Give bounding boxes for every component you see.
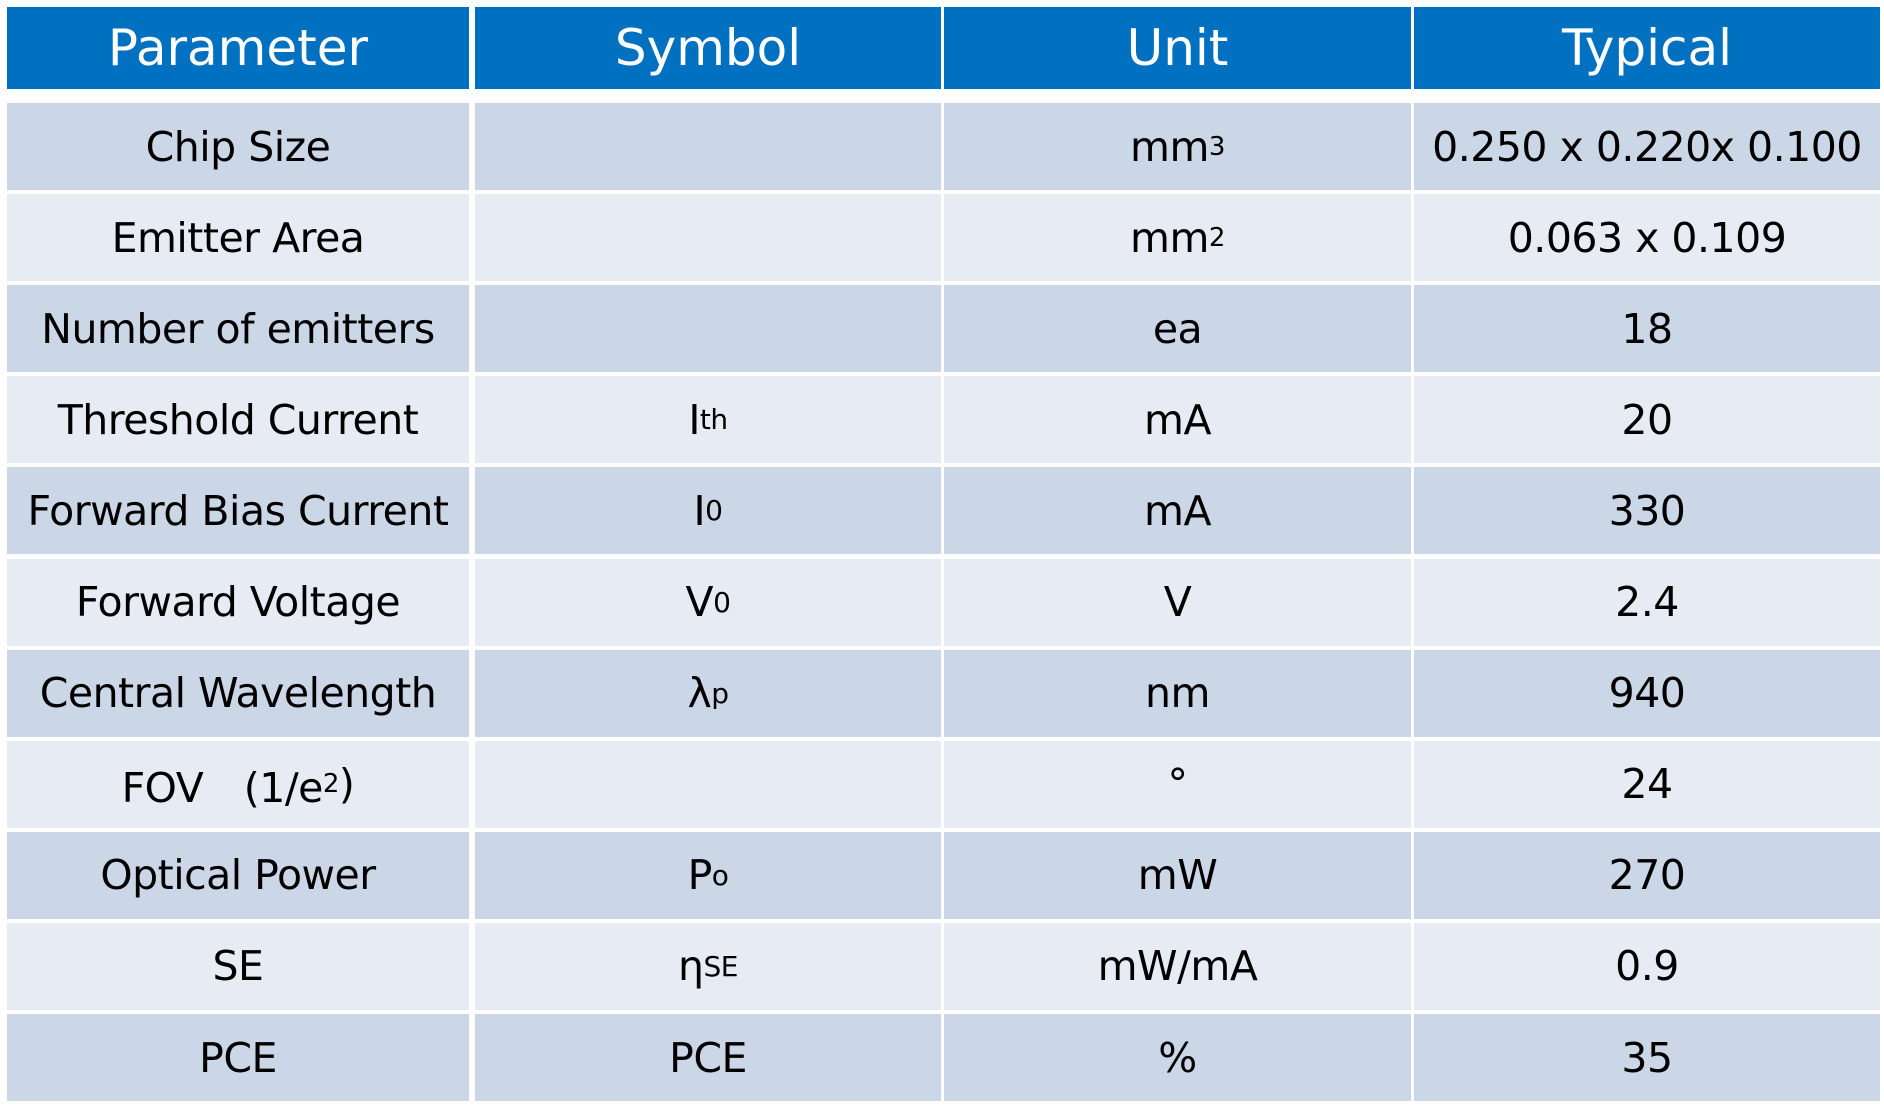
cell-parameter: Central Wavelength xyxy=(7,649,469,737)
cell-unit: V xyxy=(944,558,1411,646)
unit-superscript: 2 xyxy=(1208,222,1226,253)
cell-typical: 35 xyxy=(1414,1014,1880,1101)
parameter-text: Central Wavelength xyxy=(39,669,437,718)
typical-text: 24 xyxy=(1621,760,1673,809)
symbol-text: I xyxy=(693,486,706,535)
cell-typical: 0.9 xyxy=(1414,922,1880,1010)
typical-text: 940 xyxy=(1608,669,1686,718)
header-parameter: Parameter xyxy=(7,7,469,89)
parameter-text: Forward Bias Current xyxy=(27,486,449,535)
symbol-text: PCE xyxy=(669,1033,747,1082)
unit-text: mA xyxy=(1144,486,1212,535)
parameter-text: Threshold Current xyxy=(57,395,419,444)
symbol-text: V xyxy=(685,578,714,626)
parameter-text: FOV (1/e xyxy=(121,764,324,813)
typical-text: 0.9 xyxy=(1615,942,1679,991)
header-typical: Typical xyxy=(1414,7,1880,89)
cell-parameter: FOV (1/e 2) xyxy=(7,740,469,828)
parameter-text: Optical Power xyxy=(100,851,376,900)
cell-unit: ° xyxy=(944,740,1411,828)
typical-text: 2.4 xyxy=(1615,578,1679,626)
cell-unit: nm xyxy=(944,649,1411,737)
symbol-text: I xyxy=(688,395,700,444)
cell-typical: 940 xyxy=(1414,649,1880,737)
symbol-subscript: o xyxy=(711,858,729,892)
cell-parameter: Optical Power xyxy=(7,831,469,919)
cell-parameter: SE xyxy=(7,922,469,1010)
unit-text: mm xyxy=(1130,122,1209,171)
typical-text: 0.250 x 0.220x 0.100 xyxy=(1432,122,1862,171)
unit-text: ° xyxy=(1167,760,1189,809)
cell-parameter: Emitter Area xyxy=(7,194,469,282)
unit-text: V xyxy=(1163,578,1192,626)
cell-typical: 2.4 xyxy=(1414,558,1880,646)
header-symbol: Symbol xyxy=(475,7,941,89)
parameter-text: SE xyxy=(212,942,264,991)
header-unit: Unit xyxy=(944,7,1411,89)
typical-text: 35 xyxy=(1621,1033,1673,1082)
typical-text: 270 xyxy=(1608,851,1686,900)
cell-symbol xyxy=(475,285,941,373)
typical-text: 18 xyxy=(1621,304,1673,353)
unit-text: nm xyxy=(1145,669,1210,718)
cell-parameter: PCE xyxy=(7,1014,469,1101)
unit-superscript: 3 xyxy=(1208,131,1226,162)
typical-text: 0.063 x 0.109 xyxy=(1507,213,1787,262)
cell-unit: mA xyxy=(944,376,1411,464)
typical-text: 20 xyxy=(1621,395,1673,444)
cell-typical: 0.063 x 0.109 xyxy=(1414,194,1880,282)
symbol-subscript: SE xyxy=(703,949,739,983)
cell-unit: ea xyxy=(944,285,1411,373)
cell-unit: mW/mA xyxy=(944,922,1411,1010)
cell-unit: % xyxy=(944,1014,1411,1101)
unit-text: mW xyxy=(1137,851,1218,900)
parameter-text: Emitter Area xyxy=(111,213,365,262)
cell-symbol: PCE xyxy=(475,1014,941,1101)
cell-typical: 330 xyxy=(1414,467,1880,555)
unit-text: mW/mA xyxy=(1097,942,1258,991)
cell-typical: 20 xyxy=(1414,376,1880,464)
symbol-subscript: 0 xyxy=(713,585,731,619)
parameter-superscript: 2 xyxy=(322,769,340,800)
cell-unit: mW xyxy=(944,831,1411,919)
symbol-subscript: p xyxy=(711,676,729,710)
cell-unit: mm 2 xyxy=(944,194,1411,282)
cell-symbol xyxy=(475,740,941,828)
symbol-text: λ xyxy=(687,669,712,718)
cell-symbol: η SE xyxy=(475,922,941,1010)
unit-text: mm xyxy=(1130,213,1209,262)
symbol-text: η xyxy=(678,942,704,991)
cell-typical: 0.250 x 0.220x 0.100 xyxy=(1414,103,1880,190)
cell-parameter: Threshold Current xyxy=(7,376,469,464)
cell-unit: mA xyxy=(944,467,1411,555)
symbol-text: P xyxy=(687,851,713,900)
unit-text: ea xyxy=(1152,304,1203,353)
cell-typical: 270 xyxy=(1414,831,1880,919)
cell-typical: 18 xyxy=(1414,285,1880,373)
typical-text: 330 xyxy=(1608,486,1686,535)
unit-text: mA xyxy=(1144,395,1212,444)
parameter-text: PCE xyxy=(199,1033,277,1082)
cell-symbol xyxy=(475,103,941,190)
cell-typical: 24 xyxy=(1414,740,1880,828)
parameter-text: Forward Voltage xyxy=(75,578,401,626)
parameter-text: Chip Size xyxy=(145,122,331,171)
parameter-text: Number of emitters xyxy=(41,304,435,353)
unit-text: % xyxy=(1158,1033,1197,1082)
cell-parameter: Number of emitters xyxy=(7,285,469,373)
cell-parameter: Forward Bias Current xyxy=(7,467,469,555)
symbol-subscript: th xyxy=(699,403,728,437)
cell-parameter: Forward Voltage xyxy=(7,558,469,646)
parameter-tail: ) xyxy=(338,760,355,809)
symbol-subscript: 0 xyxy=(705,494,723,528)
cell-symbol xyxy=(475,194,941,282)
cell-parameter: Chip Size xyxy=(7,103,469,190)
cell-unit: mm 3 xyxy=(944,103,1411,190)
